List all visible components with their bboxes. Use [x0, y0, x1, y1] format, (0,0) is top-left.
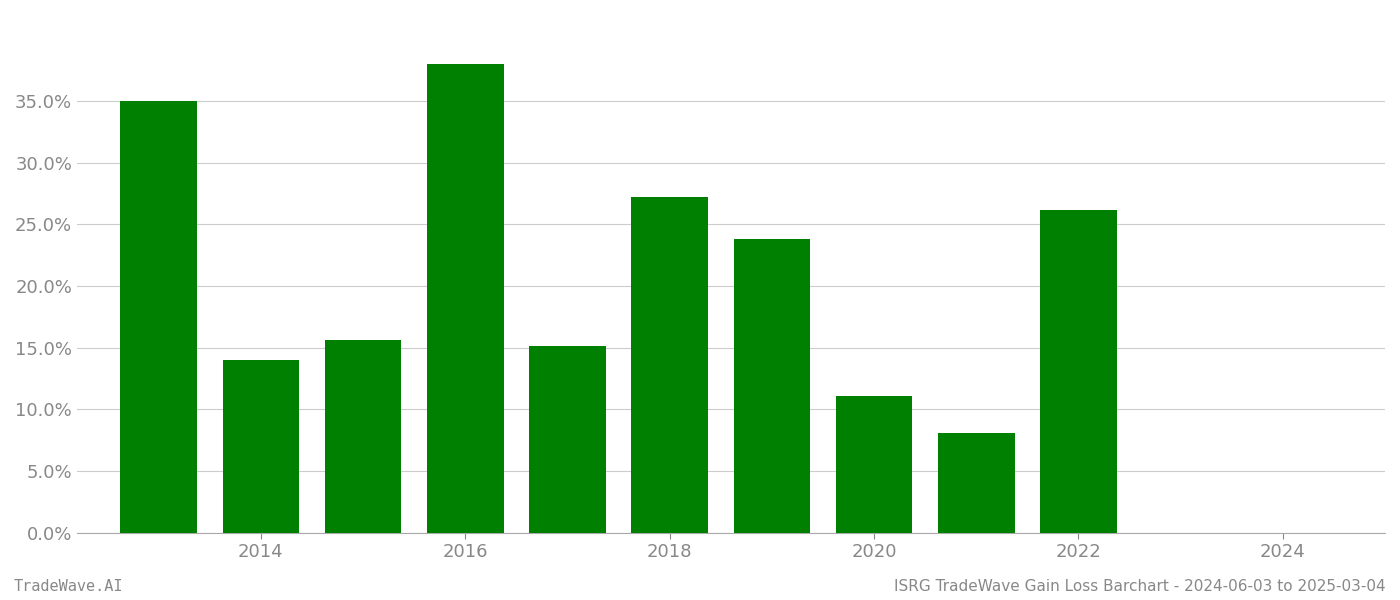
Bar [427, 64, 504, 533]
Bar [529, 346, 606, 533]
Bar [223, 360, 300, 533]
Bar [836, 396, 913, 533]
Text: ISRG TradeWave Gain Loss Barchart - 2024-06-03 to 2025-03-04: ISRG TradeWave Gain Loss Barchart - 2024… [895, 579, 1386, 594]
Bar [631, 197, 708, 533]
Bar [1040, 210, 1117, 533]
Bar [325, 340, 402, 533]
Bar [734, 239, 811, 533]
Text: TradeWave.AI: TradeWave.AI [14, 579, 123, 594]
Bar [120, 101, 197, 533]
Bar [938, 433, 1015, 533]
